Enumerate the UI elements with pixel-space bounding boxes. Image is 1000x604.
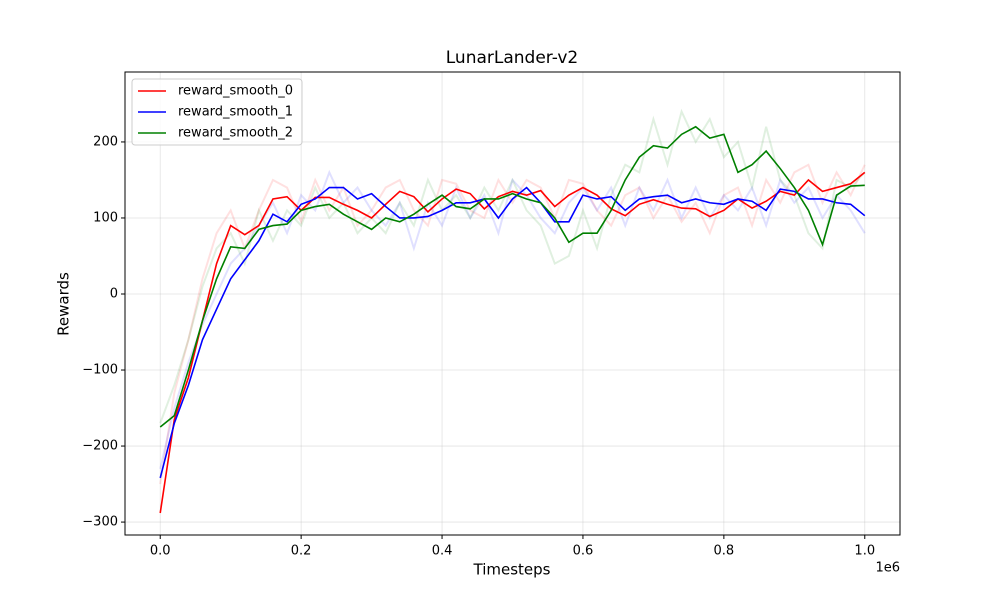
y-tick-label: −200: [82, 439, 118, 454]
x-offset-label: 1e6: [875, 561, 900, 576]
y-tick-label: 0: [110, 286, 118, 301]
x-tick-label: 0.8: [714, 544, 735, 559]
y-tick-label: 200: [93, 134, 118, 149]
x-tick-label: 1.0: [854, 544, 875, 559]
y-axis-label: Rewards: [55, 272, 73, 336]
raw-line: [159, 169, 866, 470]
chart-title: LunarLander-v2: [446, 48, 579, 68]
series-line: [159, 171, 866, 514]
x-tick-label: 0.0: [150, 544, 171, 559]
legend-label: reward_smooth_1: [178, 105, 293, 120]
x-axis-label: Timesteps: [473, 561, 551, 579]
raw-line: [159, 163, 866, 485]
legend-box: [131, 78, 303, 146]
raw-line: [159, 108, 866, 424]
y-tick-label: 100: [93, 210, 118, 225]
series-line: [159, 186, 866, 479]
series-line: [159, 125, 865, 428]
legend-label: reward_smooth_0: [178, 84, 293, 99]
legend-label: reward_smooth_2: [178, 126, 293, 141]
plot-frame: [124, 71, 901, 536]
x-tick-label: 0.6: [573, 544, 594, 559]
y-tick-label: −300: [82, 515, 118, 530]
x-tick-label: 0.2: [291, 544, 312, 559]
y-tick-label: −100: [82, 363, 118, 378]
x-tick-label: 0.4: [432, 544, 453, 559]
